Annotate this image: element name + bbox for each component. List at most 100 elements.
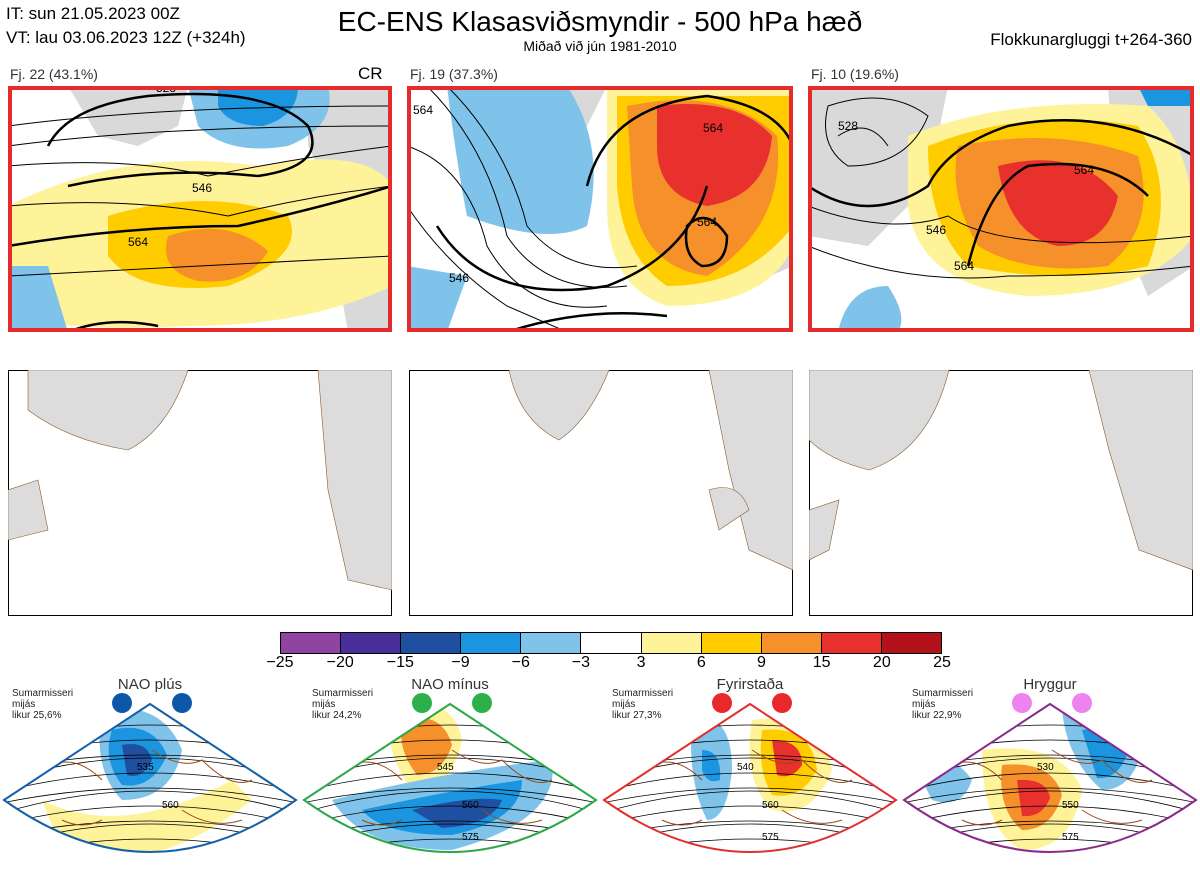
coastline	[941, 749, 1153, 826]
height-contour	[904, 772, 1196, 795]
colorbar-segment	[521, 633, 582, 653]
contour-label: 546	[192, 181, 212, 195]
height-contour	[604, 787, 896, 806]
contour-label: 564	[703, 121, 723, 135]
anomaly-fill	[1017, 779, 1050, 817]
contour-label: 564	[1074, 163, 1094, 177]
regime-frame	[602, 702, 898, 853]
regime-note-line: Sumarmisseri	[912, 688, 974, 699]
contour-label: 560	[462, 800, 479, 811]
land-mass	[808, 86, 948, 246]
height-contour	[902, 854, 1198, 870]
height-contour	[4, 772, 296, 795]
colorbar-tick-label: 3	[636, 654, 646, 671]
colorbar-tick-label: 9	[757, 654, 766, 671]
colorbar-tick-label: −9	[451, 654, 470, 671]
colorbar-tick-label: 20	[872, 654, 891, 671]
regime-map: 535 560	[2, 693, 298, 870]
regime-frame	[302, 702, 598, 853]
colorbar-segment	[641, 633, 702, 653]
regime-title: Hryggur	[1023, 676, 1077, 693]
regime-map: 530 550 575	[902, 693, 1198, 870]
classification-window: Flokkunargluggi t+264-360	[990, 30, 1192, 49]
regime-note: Sumarmisseri mijás likur 22,9%	[912, 688, 973, 721]
anomaly-fill	[702, 750, 721, 782]
colorbar-tick-label: −25	[266, 654, 294, 671]
regime-marker	[412, 693, 432, 713]
regime-note-line: Sumarmisseri	[12, 688, 74, 699]
empty-map-1	[8, 370, 392, 616]
cluster-1-map: 528 546 564	[8, 86, 392, 332]
regime-panel: Sumarmisseri mijás likur 22,9% Hryggur 530 55…	[902, 676, 1198, 871]
colorbar-tick-label: −15	[386, 654, 414, 671]
height-contour	[2, 854, 298, 870]
colorbar-segment	[461, 633, 522, 653]
regime-title: NAO plús	[117, 676, 183, 693]
contour-label: 540	[737, 762, 754, 773]
contour-label: 575	[762, 832, 779, 843]
height-contour	[904, 790, 1196, 817]
regime-note-line: mijás	[612, 699, 636, 710]
cluster-2-label: Fj. 19 (37.3%)	[410, 66, 498, 82]
regime-frame	[2, 702, 298, 853]
regime-panel: Sumarmisseri mijás likur 24,2% NAO mínus 545…	[302, 676, 598, 871]
contour-label: 564	[697, 215, 717, 229]
regime-note-line: likur 25,6%	[12, 710, 62, 721]
negative-anomaly	[8, 266, 68, 332]
cluster-2-map: 564 546 564 564	[407, 86, 793, 332]
header-info: IT: sun 21.05.2023 00Z VT: lau 03.06.202…	[6, 2, 246, 50]
colorbar-segment	[761, 633, 822, 653]
anomaly-fill	[122, 744, 152, 776]
height-contour	[4, 787, 296, 806]
contour-label: 528	[156, 86, 176, 95]
height-contour	[304, 790, 596, 817]
colorbar	[280, 632, 942, 654]
contour-label: 535	[137, 762, 154, 773]
anomaly-fill	[42, 780, 252, 852]
contour-label: 530	[1037, 762, 1054, 773]
empty-map-2	[409, 370, 793, 616]
colorbar-tick-label: 25	[933, 654, 951, 671]
page-subtitle: Miðað við jún 1981-2010	[523, 38, 677, 54]
colorbar-segment	[281, 633, 342, 653]
colorbar-segment	[821, 633, 882, 653]
regime-marker	[472, 693, 492, 713]
regime-note: Sumarmisseri mijás likur 25,6%	[12, 688, 73, 721]
contour-label: 564	[954, 259, 974, 273]
valid-time: VT: lau 03.06.2023 12Z (+324h)	[6, 28, 246, 47]
regime-note-line: Sumarmisseri	[612, 688, 674, 699]
regime-map: 545 560 575	[302, 693, 598, 853]
regime-note-line: likur 27,3%	[612, 710, 662, 721]
colorbar-tick-label: −3	[571, 654, 591, 671]
height-contour	[304, 772, 596, 795]
regime-marker	[772, 693, 792, 713]
cluster-3-label: Fj. 10 (19.6%)	[811, 66, 899, 82]
negative-anomaly	[407, 266, 467, 332]
regime-marker	[712, 693, 732, 713]
land-mass	[68, 86, 188, 146]
cluster-1-badge: CR	[358, 64, 383, 83]
regime-title: NAO mínus	[411, 676, 489, 693]
colorbar-segment	[341, 633, 402, 653]
regime-note-line: mijás	[12, 699, 36, 710]
coastline	[641, 749, 853, 826]
regime-panel: Sumarmisseri mijás likur 27,3% Fyrirstaða 54…	[602, 676, 898, 871]
cluster-3-map: 528 546 564 564	[808, 86, 1194, 332]
regime-marker	[172, 693, 192, 713]
regime-note: Sumarmisseri mijás likur 24,2%	[312, 688, 373, 721]
regime-marker	[112, 693, 132, 713]
contour-label: 550	[1062, 800, 1079, 811]
colorbar-segment	[581, 633, 642, 653]
positive-anomaly	[657, 104, 772, 206]
regime-frame	[902, 702, 1198, 853]
regime-note-line: mijás	[912, 699, 936, 710]
page-title: EC-ENS Klasasviðsmyndir - 500 hPa hæð	[337, 6, 863, 37]
regime-note-line: mijás	[312, 699, 336, 710]
negative-anomaly	[1138, 86, 1194, 106]
height-contour	[604, 790, 896, 817]
negative-anomaly	[447, 86, 594, 234]
init-time: IT: sun 21.05.2023 00Z	[6, 4, 180, 23]
anomaly-fill	[401, 717, 452, 775]
colorbar-segment	[701, 633, 762, 653]
empty-map-3	[809, 370, 1193, 616]
